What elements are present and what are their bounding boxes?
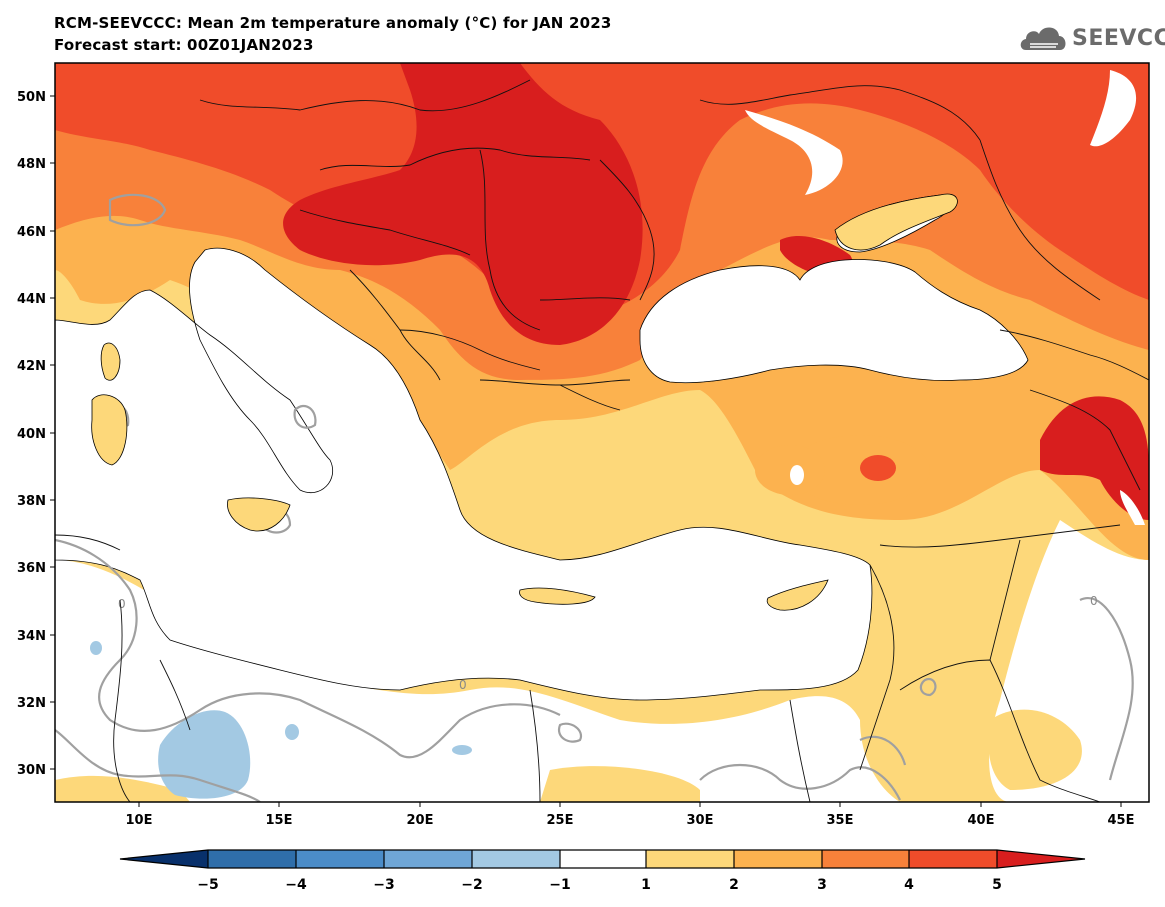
map-field: 0 0 0 — [55, 63, 1149, 802]
colorbar-cell — [822, 850, 909, 868]
lat-tick-label: 32N — [17, 696, 46, 711]
lon-tick-label: 40E — [968, 813, 995, 828]
lat-tick-label: 44N — [17, 292, 46, 307]
cloud-icon — [1020, 27, 1066, 50]
lat-tick-label: 36N — [17, 561, 46, 576]
colorbar-tick: 4 — [904, 877, 914, 893]
seevccc-logo: SEEVCCC — [1018, 20, 1165, 56]
shade-ne-gap-2 — [1090, 70, 1137, 147]
colorbar-cell — [384, 850, 472, 868]
colorbar-cell — [909, 850, 997, 868]
lon-tick-label: 15E — [266, 813, 293, 828]
lat-tick-label: 46N — [17, 225, 46, 240]
lon-tick-label: 35E — [827, 813, 854, 828]
colorbar: −5 −4 −3 −2 −1 1 2 3 4 5 — [119, 849, 1086, 893]
lon-tick-label: 45E — [1108, 813, 1135, 828]
colorbar-tick: −1 — [549, 877, 570, 893]
lon-tick-label: 30E — [687, 813, 714, 828]
shade-anatolia-orange — [790, 435, 930, 505]
shade-anatolia-gap — [790, 465, 804, 485]
map-title-block: RCM-SEEVCCC: Mean 2m temperature anomaly… — [54, 12, 612, 56]
shade-neg-tunisia — [90, 641, 102, 655]
sardinia — [91, 394, 128, 466]
lat-tick-label: 50N — [17, 90, 46, 105]
forecast-start: Forecast start: 00Z01JAN2023 — [54, 36, 314, 54]
lon-tick-label: 20E — [407, 813, 434, 828]
lat-tick-label: 38N — [17, 494, 46, 509]
lat-tick-label: 42N — [17, 359, 46, 374]
borders — [55, 79, 1149, 802]
colorbar-tick: 3 — [817, 877, 827, 893]
colorbar-cell — [734, 850, 822, 868]
shade-neg-libya-2 — [285, 724, 299, 740]
logo-text: SEEVCCC — [1072, 26, 1165, 51]
cyprus — [766, 579, 829, 611]
colorbar-cell — [646, 850, 734, 868]
colorbar-tick: −4 — [285, 877, 307, 893]
shade-caucasus-gap — [1120, 490, 1145, 525]
lat-tick-label: 40N — [17, 427, 46, 442]
shade-anatolia-orange-w — [755, 445, 825, 495]
adriatic-tyrrhenian-sea — [55, 247, 873, 701]
shade-neg-egypt — [452, 745, 472, 755]
colorbar-cell — [560, 850, 646, 868]
colorbar-cell — [120, 850, 208, 868]
shade-gt5-north — [283, 63, 643, 345]
colorbar-tick: 1 — [641, 877, 651, 893]
colorbar-cell — [296, 850, 384, 868]
black-sea — [639, 259, 1029, 384]
colorbar-tick: 2 — [729, 877, 739, 893]
sicily — [227, 497, 291, 532]
lat-tick-label: 48N — [17, 157, 46, 172]
lon-axis: 10E 15E 20E 25E 30E 35E 40E 45E — [126, 802, 1135, 828]
colorbar-tick: −5 — [197, 877, 218, 893]
shade-africa-neutral — [55, 560, 900, 802]
corsica — [100, 342, 121, 381]
contour-label-0-b: 0 — [459, 678, 467, 692]
colorbar-cell — [997, 850, 1085, 868]
crete — [519, 587, 596, 605]
colorbar-tick: −2 — [461, 877, 482, 893]
shade-ne-gap — [745, 110, 843, 195]
lat-axis: 50N 48N 46N 44N 42N 40N 38N 36N 34N 32N … — [17, 90, 55, 778]
lon-tick-label: 10E — [126, 813, 153, 828]
islands — [91, 193, 958, 611]
crimea — [834, 193, 958, 251]
colorbar-cell — [472, 850, 560, 868]
map-title: RCM-SEEVCCC: Mean 2m temperature anomaly… — [54, 14, 612, 32]
contour-label-0-c: 0 — [1090, 594, 1098, 608]
lat-tick-label: 34N — [17, 629, 46, 644]
lat-tick-label: 30N — [17, 763, 46, 778]
contour-label-0-a: 0 — [118, 597, 126, 611]
colorbar-cell — [208, 850, 296, 868]
shade-gt5-caucasus — [1040, 396, 1149, 520]
colorbar-tick: 5 — [992, 877, 1002, 893]
colorbar-tick: −3 — [373, 877, 394, 893]
shade-africa-yellow-2 — [540, 766, 700, 802]
lon-tick-label: 25E — [547, 813, 574, 828]
shade-anatolia-core — [860, 455, 896, 481]
shade-arabia-yellow — [988, 709, 1082, 790]
